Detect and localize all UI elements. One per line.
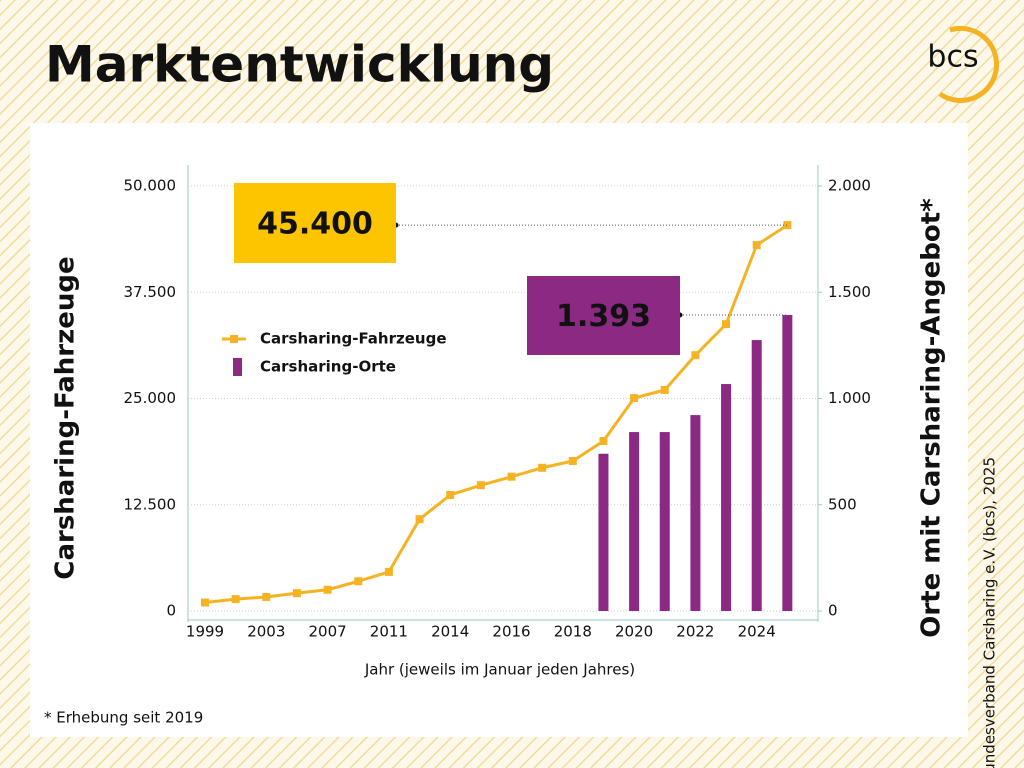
marker — [292, 589, 301, 598]
x-tick-label: 2003 — [247, 623, 285, 641]
title: Marktentwicklung — [45, 36, 554, 94]
y-axis-label: Carsharing-Fahrzeuge — [51, 256, 81, 579]
marker — [538, 463, 547, 472]
bar — [721, 384, 732, 611]
bar — [751, 340, 762, 611]
bar — [659, 432, 670, 611]
x-tick-label: 2016 — [492, 623, 530, 641]
y-tick-label: 0 — [166, 602, 176, 620]
x-tick-label: 2020 — [615, 623, 653, 641]
bar — [690, 415, 701, 611]
marker — [384, 567, 393, 576]
marker — [201, 598, 209, 607]
y-tick-label: 12.500 — [124, 495, 177, 513]
x-tick-label: 1999 — [186, 623, 224, 641]
source: Bundesverband Carsharing e.V. (bcs), 202… — [981, 457, 999, 768]
y-tick-label: 25.000 — [124, 389, 177, 407]
marker — [630, 394, 639, 403]
logo: bcs — [927, 40, 978, 75]
marker — [231, 595, 240, 604]
marker — [568, 456, 577, 465]
legend-label: Carsharing-Fahrzeuge — [260, 330, 447, 348]
marker — [783, 221, 792, 230]
marker — [660, 386, 669, 394]
x-tick-label: 2011 — [370, 623, 408, 641]
marker — [262, 592, 271, 601]
y2-axis-label: Orte mit Carsharing-Angebot* — [917, 198, 947, 638]
y-tick-label: 37.500 — [124, 283, 177, 301]
y2-tick-label: 1.500 — [828, 283, 871, 301]
marker — [323, 585, 332, 594]
marker — [752, 241, 761, 250]
x-tick-label: 2022 — [676, 623, 714, 641]
legend-marker — [233, 358, 242, 376]
panel — [30, 123, 968, 737]
y2-tick-label: 1.000 — [828, 389, 871, 407]
data-label: 45.400 — [257, 207, 373, 242]
bar — [782, 314, 793, 611]
x-tick-label: 2024 — [738, 623, 776, 641]
y2-tick-label: 500 — [828, 495, 857, 513]
marker — [507, 472, 516, 481]
line — [204, 223, 789, 604]
callout-box — [527, 276, 680, 355]
x-tick-label: 2014 — [431, 623, 469, 641]
x-axis-label: Jahr (jeweils im Januar jeden Jahres) — [364, 661, 635, 679]
marker — [691, 351, 700, 360]
marker — [722, 320, 731, 329]
data-label: 1.393 — [556, 299, 651, 334]
marker — [415, 515, 424, 524]
x-tick-label: 2007 — [309, 623, 347, 641]
marker — [446, 490, 455, 499]
bar — [598, 453, 609, 611]
footnote: * Erhebung seit 2019 — [44, 709, 203, 727]
marker — [354, 577, 363, 586]
y2-tick-label: 0 — [828, 602, 838, 620]
callout-box — [234, 183, 396, 263]
legend-label: Carsharing-Orte — [260, 358, 396, 376]
legend-marker — [230, 335, 238, 343]
bar — [629, 432, 640, 611]
marker — [599, 437, 608, 445]
y-tick-label: 50.000 — [124, 177, 177, 195]
marker — [476, 481, 485, 490]
logo-arc — [938, 25, 1000, 103]
x-tick-label: 2018 — [554, 623, 592, 641]
y2-tick-label: 2.000 — [828, 177, 871, 195]
